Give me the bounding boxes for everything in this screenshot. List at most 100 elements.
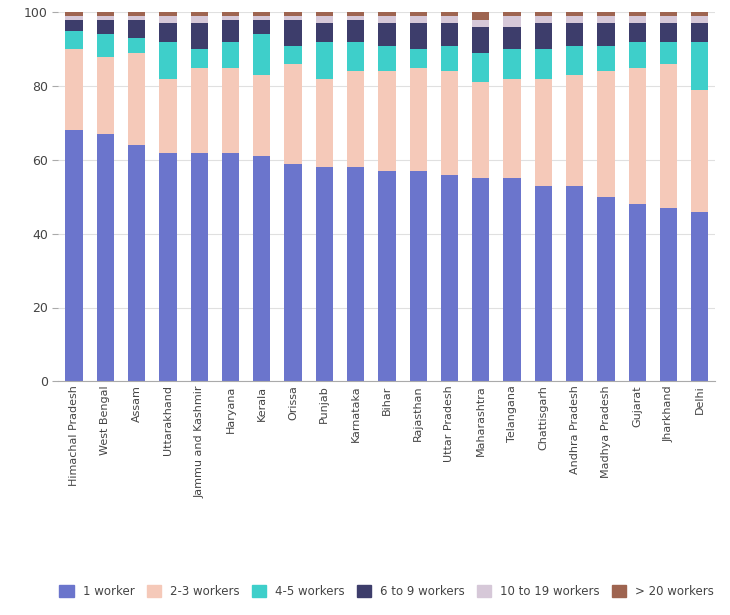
Bar bbox=[285, 16, 301, 20]
Bar bbox=[410, 23, 427, 49]
Bar bbox=[534, 16, 552, 23]
Bar bbox=[566, 12, 583, 16]
Bar bbox=[597, 12, 615, 16]
Bar bbox=[222, 20, 239, 42]
Bar bbox=[410, 49, 427, 68]
Bar bbox=[691, 212, 708, 381]
Bar bbox=[66, 20, 82, 31]
Bar bbox=[629, 23, 646, 42]
Bar bbox=[159, 153, 177, 381]
Bar bbox=[128, 12, 145, 16]
Bar bbox=[159, 23, 177, 42]
Bar bbox=[316, 79, 333, 167]
Bar bbox=[629, 68, 646, 204]
Bar bbox=[660, 16, 677, 23]
Bar bbox=[96, 12, 114, 16]
Bar bbox=[66, 12, 82, 16]
Bar bbox=[691, 90, 708, 212]
Bar bbox=[222, 68, 239, 153]
Bar bbox=[191, 16, 208, 23]
Bar bbox=[347, 167, 364, 381]
Bar bbox=[222, 16, 239, 20]
Bar bbox=[597, 46, 615, 71]
Bar bbox=[629, 12, 646, 16]
Bar bbox=[504, 49, 520, 79]
Bar bbox=[660, 12, 677, 16]
Bar bbox=[504, 79, 520, 178]
Bar bbox=[629, 204, 646, 381]
Bar bbox=[597, 197, 615, 381]
Bar bbox=[378, 16, 396, 23]
Bar bbox=[316, 167, 333, 381]
Bar bbox=[660, 23, 677, 42]
Bar bbox=[222, 153, 239, 381]
Bar bbox=[347, 16, 364, 20]
Bar bbox=[597, 71, 615, 197]
Bar bbox=[410, 68, 427, 171]
Bar bbox=[253, 12, 270, 16]
Bar bbox=[472, 20, 489, 27]
Bar bbox=[410, 16, 427, 23]
Bar bbox=[566, 75, 583, 186]
Bar bbox=[566, 23, 583, 46]
Bar bbox=[691, 42, 708, 90]
Bar bbox=[660, 208, 677, 381]
Bar bbox=[347, 71, 364, 167]
Bar bbox=[316, 12, 333, 16]
Bar bbox=[253, 34, 270, 75]
Legend: 1 worker, 2-3 workers, 4-5 workers, 6 to 9 workers, 10 to 19 workers, > 20 worke: 1 worker, 2-3 workers, 4-5 workers, 6 to… bbox=[53, 579, 721, 604]
Bar bbox=[66, 130, 82, 381]
Bar bbox=[378, 23, 396, 46]
Bar bbox=[597, 23, 615, 46]
Bar bbox=[534, 12, 552, 16]
Bar bbox=[253, 16, 270, 20]
Bar bbox=[534, 49, 552, 79]
Bar bbox=[378, 71, 396, 171]
Bar bbox=[191, 49, 208, 68]
Bar bbox=[566, 16, 583, 23]
Bar bbox=[159, 16, 177, 23]
Bar bbox=[128, 38, 145, 53]
Bar bbox=[191, 23, 208, 49]
Bar bbox=[566, 186, 583, 381]
Bar bbox=[285, 12, 301, 16]
Bar bbox=[534, 79, 552, 186]
Bar bbox=[660, 42, 677, 64]
Bar bbox=[159, 79, 177, 153]
Bar bbox=[534, 23, 552, 49]
Bar bbox=[347, 12, 364, 16]
Bar bbox=[96, 16, 114, 20]
Bar bbox=[534, 186, 552, 381]
Bar bbox=[66, 49, 82, 130]
Bar bbox=[629, 42, 646, 68]
Bar bbox=[347, 42, 364, 71]
Bar bbox=[691, 16, 708, 23]
Bar bbox=[566, 46, 583, 75]
Bar bbox=[96, 20, 114, 34]
Bar bbox=[378, 12, 396, 16]
Bar bbox=[128, 145, 145, 381]
Bar bbox=[504, 27, 520, 49]
Bar bbox=[253, 156, 270, 381]
Bar bbox=[441, 46, 458, 71]
Bar bbox=[441, 16, 458, 23]
Bar bbox=[441, 175, 458, 381]
Bar bbox=[253, 20, 270, 34]
Bar bbox=[347, 20, 364, 42]
Bar bbox=[597, 16, 615, 23]
Bar bbox=[410, 12, 427, 16]
Bar bbox=[316, 42, 333, 79]
Bar bbox=[441, 71, 458, 175]
Bar bbox=[191, 12, 208, 16]
Bar bbox=[96, 134, 114, 381]
Bar bbox=[472, 82, 489, 178]
Bar bbox=[96, 57, 114, 134]
Bar bbox=[410, 171, 427, 381]
Bar bbox=[285, 46, 301, 64]
Bar bbox=[316, 23, 333, 42]
Bar bbox=[504, 178, 520, 381]
Bar bbox=[253, 75, 270, 156]
Bar bbox=[128, 53, 145, 145]
Bar bbox=[472, 53, 489, 82]
Bar bbox=[66, 16, 82, 20]
